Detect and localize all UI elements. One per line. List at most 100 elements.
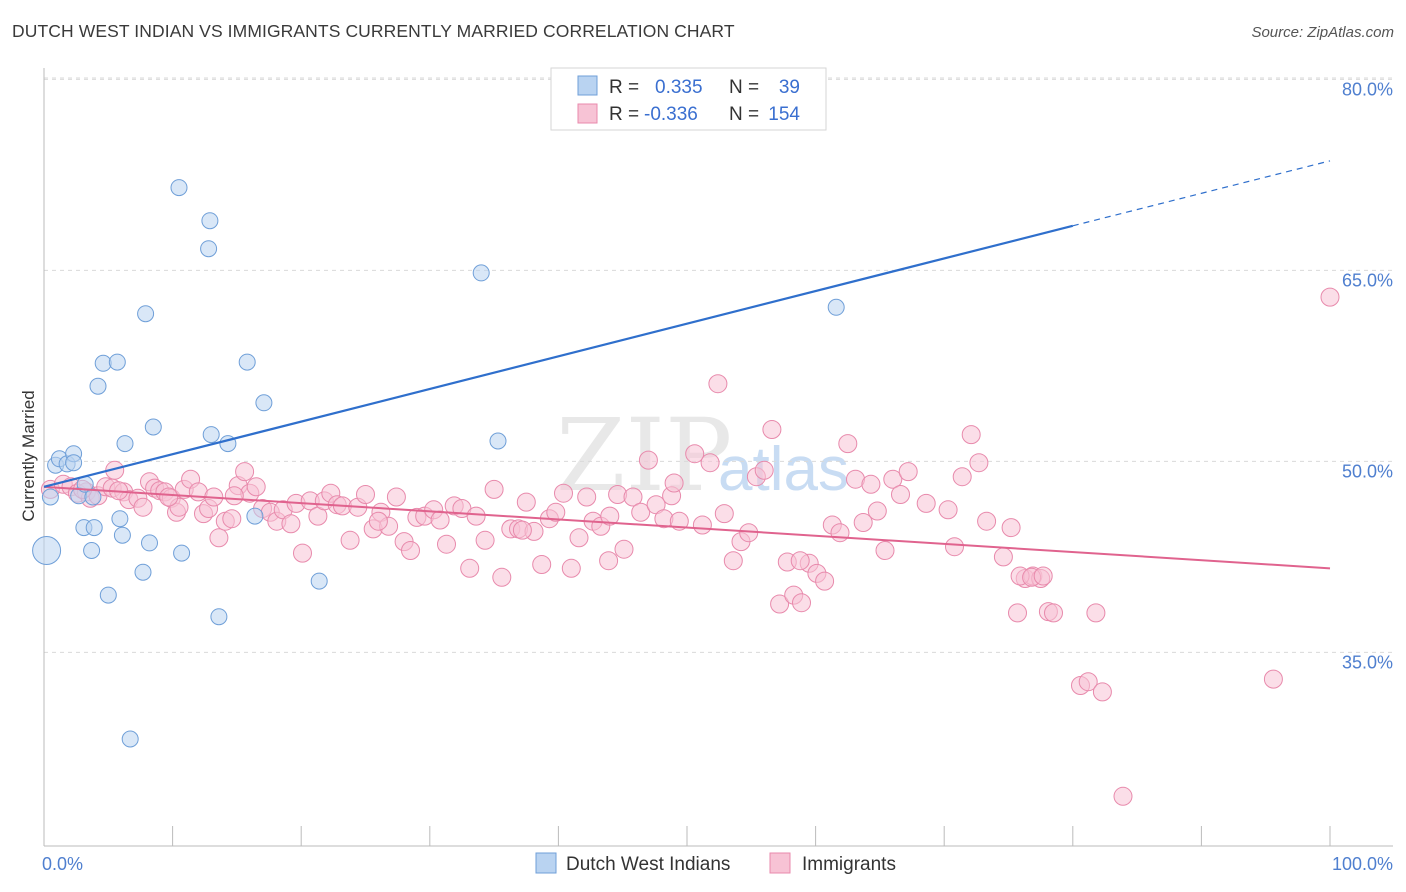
dutch-west-indians-point-1 xyxy=(41,488,59,506)
chart-title: DUTCH WEST INDIAN VS IMMIGRANTS CURRENTL… xyxy=(12,21,735,41)
immigrants-point-67 xyxy=(492,567,512,587)
legend-r-value-blue: 0.335 xyxy=(655,77,703,98)
immigrants-point-119 xyxy=(898,462,918,482)
y-tick-label-50: 50.0% xyxy=(1342,461,1393,481)
immigrants-point-91 xyxy=(685,444,705,464)
correlation-legend: R = 0.335 N = 39 R = -0.336 N = 154 xyxy=(550,67,827,131)
dutch-west-indians-point-26 xyxy=(173,544,191,562)
bottom-legend-swatch-blue xyxy=(535,852,557,874)
trendlines xyxy=(43,160,1331,570)
dutch-west-indians-point-35 xyxy=(310,572,328,590)
y-tick-label-80: 80.0% xyxy=(1342,79,1393,99)
immigrants-point-105 xyxy=(792,593,811,613)
immigrants-point-63 xyxy=(460,558,480,578)
immigrants-point-66 xyxy=(484,479,504,499)
dutch-west-indians-point-29 xyxy=(202,426,220,444)
immigrants-point-127 xyxy=(1001,518,1021,538)
immigrants-point-64 xyxy=(466,506,486,526)
bottom-legend-swatch-pink xyxy=(769,852,791,874)
immigrants-point-93 xyxy=(700,453,720,473)
y-tick-label-65: 65.0% xyxy=(1342,270,1393,290)
immigrants-point-151 xyxy=(916,493,936,513)
immigrants-point-153 xyxy=(600,506,620,526)
immigrants-point-113 xyxy=(853,513,873,532)
dutch-west-indians-point-23 xyxy=(141,534,158,552)
dutch-west-indians-point-9 xyxy=(84,488,102,506)
immigrants-point-85 xyxy=(631,502,651,522)
immigrants-point-116 xyxy=(875,541,895,560)
legend-n-value-blue: 39 xyxy=(779,77,800,98)
dutch-west-indians-point-33 xyxy=(246,507,264,525)
trendline-dutch-west-indians-extension xyxy=(1072,160,1331,227)
immigrants-point-145 xyxy=(159,487,179,507)
immigrants-point-90 xyxy=(669,511,689,531)
immigrants-point-72 xyxy=(532,555,552,574)
immigrants-point-142 xyxy=(1263,669,1283,689)
immigrants-point-128 xyxy=(1008,603,1027,623)
dutch-west-indians-point-22 xyxy=(137,305,155,323)
dutch-west-indians-point-27 xyxy=(201,212,219,230)
immigrants-point-138 xyxy=(1078,672,1098,692)
x-axis-ticks xyxy=(43,826,1331,846)
immigrants-point-140 xyxy=(1092,682,1112,702)
immigrants-point-78 xyxy=(577,487,597,507)
source-credit: Source: ZipAtlas.com xyxy=(1251,24,1394,41)
dutch-west-indians-point-28 xyxy=(200,240,218,258)
watermark-atlas: atlas xyxy=(718,435,849,504)
immigrants-point-70 xyxy=(516,492,536,512)
series-dutch-west-indians xyxy=(32,179,845,748)
dutch-west-indians-point-32 xyxy=(238,353,256,371)
immigrants-point-27 xyxy=(209,528,229,548)
immigrants-point-100 xyxy=(754,460,774,480)
dutch-west-indians-point-16 xyxy=(108,353,126,371)
immigrants-point-123 xyxy=(961,425,981,445)
immigrants-point-31 xyxy=(235,462,255,482)
immigrants-point-147 xyxy=(368,511,388,531)
legend-n-label-pink: N = xyxy=(729,104,759,125)
y-axis-title: Currently Married xyxy=(19,390,38,521)
immigrants-point-60 xyxy=(437,534,456,554)
immigrants-point-92 xyxy=(692,515,712,535)
dutch-west-indians-point-0 xyxy=(32,536,62,565)
immigrants-point-148 xyxy=(512,520,532,540)
immigrants-point-84 xyxy=(623,487,643,507)
dutch-west-indians-point-12 xyxy=(85,519,103,537)
dutch-west-indians-point-20 xyxy=(121,730,139,748)
immigrants-point-118 xyxy=(891,485,910,504)
y-axis-tick-labels: 35.0% 50.0% 65.0% 80.0% xyxy=(1342,79,1393,672)
dutch-west-indians-point-18 xyxy=(113,526,131,544)
immigrants-point-136 xyxy=(1044,603,1063,623)
immigrants-point-114 xyxy=(861,474,881,494)
bottom-legend-label-pink: Immigrants xyxy=(802,854,896,875)
immigrants-point-120 xyxy=(938,500,958,520)
trendline-dutch-west-indians xyxy=(43,224,1074,488)
immigrants-point-108 xyxy=(815,571,835,591)
immigrants-point-59 xyxy=(430,510,450,530)
bottom-legend-label-blue: Dutch West Indians xyxy=(566,854,730,875)
immigrants-point-29 xyxy=(222,509,242,529)
immigrants-point-149 xyxy=(664,473,684,493)
immigrants-point-33 xyxy=(246,477,266,497)
x-tick-label-min: 0.0% xyxy=(42,854,83,874)
immigrants-point-122 xyxy=(952,467,972,487)
dutch-west-indians-point-11 xyxy=(83,542,101,559)
dutch-west-indians-point-34 xyxy=(255,394,273,412)
immigrants-point-53 xyxy=(386,487,406,507)
immigrants-point-110 xyxy=(830,523,850,543)
trendline-immigrants xyxy=(43,485,1331,570)
dutch-west-indians-point-25 xyxy=(170,179,188,197)
immigrants-point-96 xyxy=(723,551,743,571)
dutch-west-indians-point-36 xyxy=(472,264,490,282)
immigrants-point-38 xyxy=(281,514,301,534)
legend-r-label-pink: R = xyxy=(609,104,639,125)
immigrants-point-94 xyxy=(708,374,728,394)
immigrants-point-95 xyxy=(714,504,734,524)
immigrants-point-102 xyxy=(770,594,790,614)
immigrants-point-75 xyxy=(554,483,573,503)
immigrants-point-47 xyxy=(340,530,360,550)
immigrants-point-40 xyxy=(293,543,312,563)
legend-swatch-pink xyxy=(577,103,598,124)
immigrants-point-117 xyxy=(883,469,903,489)
immigrants-point-86 xyxy=(638,450,658,470)
dutch-west-indians-point-17 xyxy=(111,510,129,528)
